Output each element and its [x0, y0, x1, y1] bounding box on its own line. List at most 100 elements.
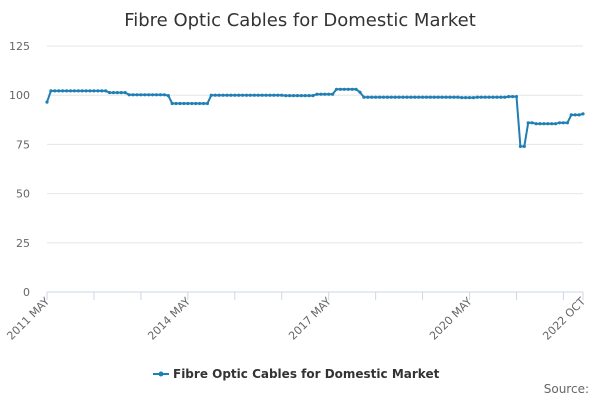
data-point[interactable]	[65, 89, 69, 93]
data-point[interactable]	[432, 95, 436, 99]
data-point[interactable]	[534, 122, 538, 126]
data-point[interactable]	[154, 93, 159, 97]
data-point[interactable]	[92, 89, 96, 93]
data-point[interactable]	[518, 144, 523, 148]
data-point[interactable]	[299, 94, 303, 98]
data-point[interactable]	[491, 95, 495, 99]
data-point[interactable]	[464, 96, 468, 100]
data-point[interactable]	[514, 95, 519, 99]
data-point[interactable]	[510, 95, 515, 99]
data-point[interactable]	[554, 122, 558, 126]
data-point[interactable]	[280, 93, 284, 97]
data-point[interactable]	[487, 95, 491, 99]
data-point[interactable]	[291, 94, 296, 98]
data-point[interactable]	[295, 94, 299, 98]
data-point[interactable]	[323, 92, 327, 96]
data-point[interactable]	[96, 89, 100, 93]
data-point[interactable]	[264, 93, 268, 97]
data-point[interactable]	[248, 93, 252, 97]
data-point[interactable]	[272, 93, 276, 97]
data-point[interactable]	[421, 95, 425, 99]
data-point[interactable]	[542, 122, 546, 126]
data-point[interactable]	[397, 95, 401, 99]
data-point[interactable]	[401, 95, 405, 99]
data-point[interactable]	[205, 101, 209, 106]
data-point[interactable]	[346, 87, 350, 91]
data-point[interactable]	[209, 93, 213, 97]
data-point[interactable]	[170, 101, 174, 106]
data-point[interactable]	[213, 93, 217, 97]
data-point[interactable]	[389, 95, 393, 99]
data-point[interactable]	[424, 95, 429, 99]
data-point[interactable]	[378, 95, 382, 99]
data-point[interactable]	[53, 89, 57, 93]
data-point[interactable]	[319, 92, 323, 96]
series-line[interactable]	[46, 88, 584, 148]
data-point[interactable]	[436, 95, 440, 99]
data-point[interactable]	[581, 112, 585, 116]
data-point[interactable]	[409, 95, 413, 99]
data-point[interactable]	[495, 95, 499, 99]
data-point[interactable]	[522, 144, 526, 148]
data-point[interactable]	[366, 95, 370, 99]
data-point[interactable]	[338, 87, 342, 91]
data-point[interactable]	[127, 93, 131, 97]
data-point[interactable]	[342, 87, 346, 91]
data-point[interactable]	[546, 122, 550, 126]
data-point[interactable]	[393, 95, 397, 99]
data-point[interactable]	[115, 91, 119, 95]
data-point[interactable]	[201, 101, 206, 106]
data-point[interactable]	[276, 93, 280, 97]
data-point[interactable]	[526, 121, 530, 125]
data-point[interactable]	[460, 96, 464, 100]
data-point[interactable]	[374, 95, 378, 99]
data-point[interactable]	[381, 95, 386, 99]
data-point[interactable]	[577, 113, 581, 117]
data-point[interactable]	[147, 93, 151, 97]
data-point[interactable]	[194, 101, 198, 106]
data-point[interactable]	[354, 87, 358, 91]
data-point[interactable]	[456, 95, 460, 99]
data-point[interactable]	[57, 89, 61, 93]
data-point[interactable]	[80, 89, 84, 93]
data-point[interactable]	[440, 95, 444, 99]
data-point[interactable]	[108, 91, 112, 95]
data-point[interactable]	[182, 101, 186, 106]
data-point[interactable]	[104, 89, 108, 93]
data-point[interactable]	[471, 96, 476, 100]
data-point[interactable]	[561, 121, 566, 125]
data-point[interactable]	[444, 95, 448, 99]
legend[interactable]: Fibre Optic Cables for Domestic Market	[153, 367, 440, 381]
data-point[interactable]	[111, 91, 116, 95]
data-point[interactable]	[413, 95, 417, 99]
data-point[interactable]	[530, 121, 534, 125]
data-point[interactable]	[72, 89, 76, 93]
data-point[interactable]	[507, 95, 511, 99]
data-point[interactable]	[565, 121, 570, 125]
data-point[interactable]	[499, 95, 503, 99]
data-point[interactable]	[158, 93, 163, 97]
data-point[interactable]	[217, 93, 221, 97]
data-point[interactable]	[84, 89, 88, 93]
data-point[interactable]	[260, 93, 264, 97]
data-point[interactable]	[303, 94, 307, 98]
data-point[interactable]	[88, 89, 92, 93]
data-point[interactable]	[49, 89, 53, 93]
data-point[interactable]	[452, 95, 456, 99]
data-point[interactable]	[288, 94, 292, 98]
data-point[interactable]	[45, 100, 49, 104]
data-point[interactable]	[569, 113, 573, 117]
data-point[interactable]	[229, 93, 233, 97]
data-point[interactable]	[68, 89, 73, 93]
data-point[interactable]	[241, 93, 245, 97]
data-point[interactable]	[331, 92, 335, 96]
data-point[interactable]	[162, 93, 166, 97]
data-point[interactable]	[358, 90, 362, 94]
data-point[interactable]	[166, 94, 170, 98]
data-point[interactable]	[307, 94, 311, 98]
data-point[interactable]	[256, 93, 260, 97]
data-point[interactable]	[119, 91, 123, 95]
data-point[interactable]	[186, 101, 190, 106]
data-point[interactable]	[448, 95, 452, 99]
data-point[interactable]	[151, 93, 155, 97]
